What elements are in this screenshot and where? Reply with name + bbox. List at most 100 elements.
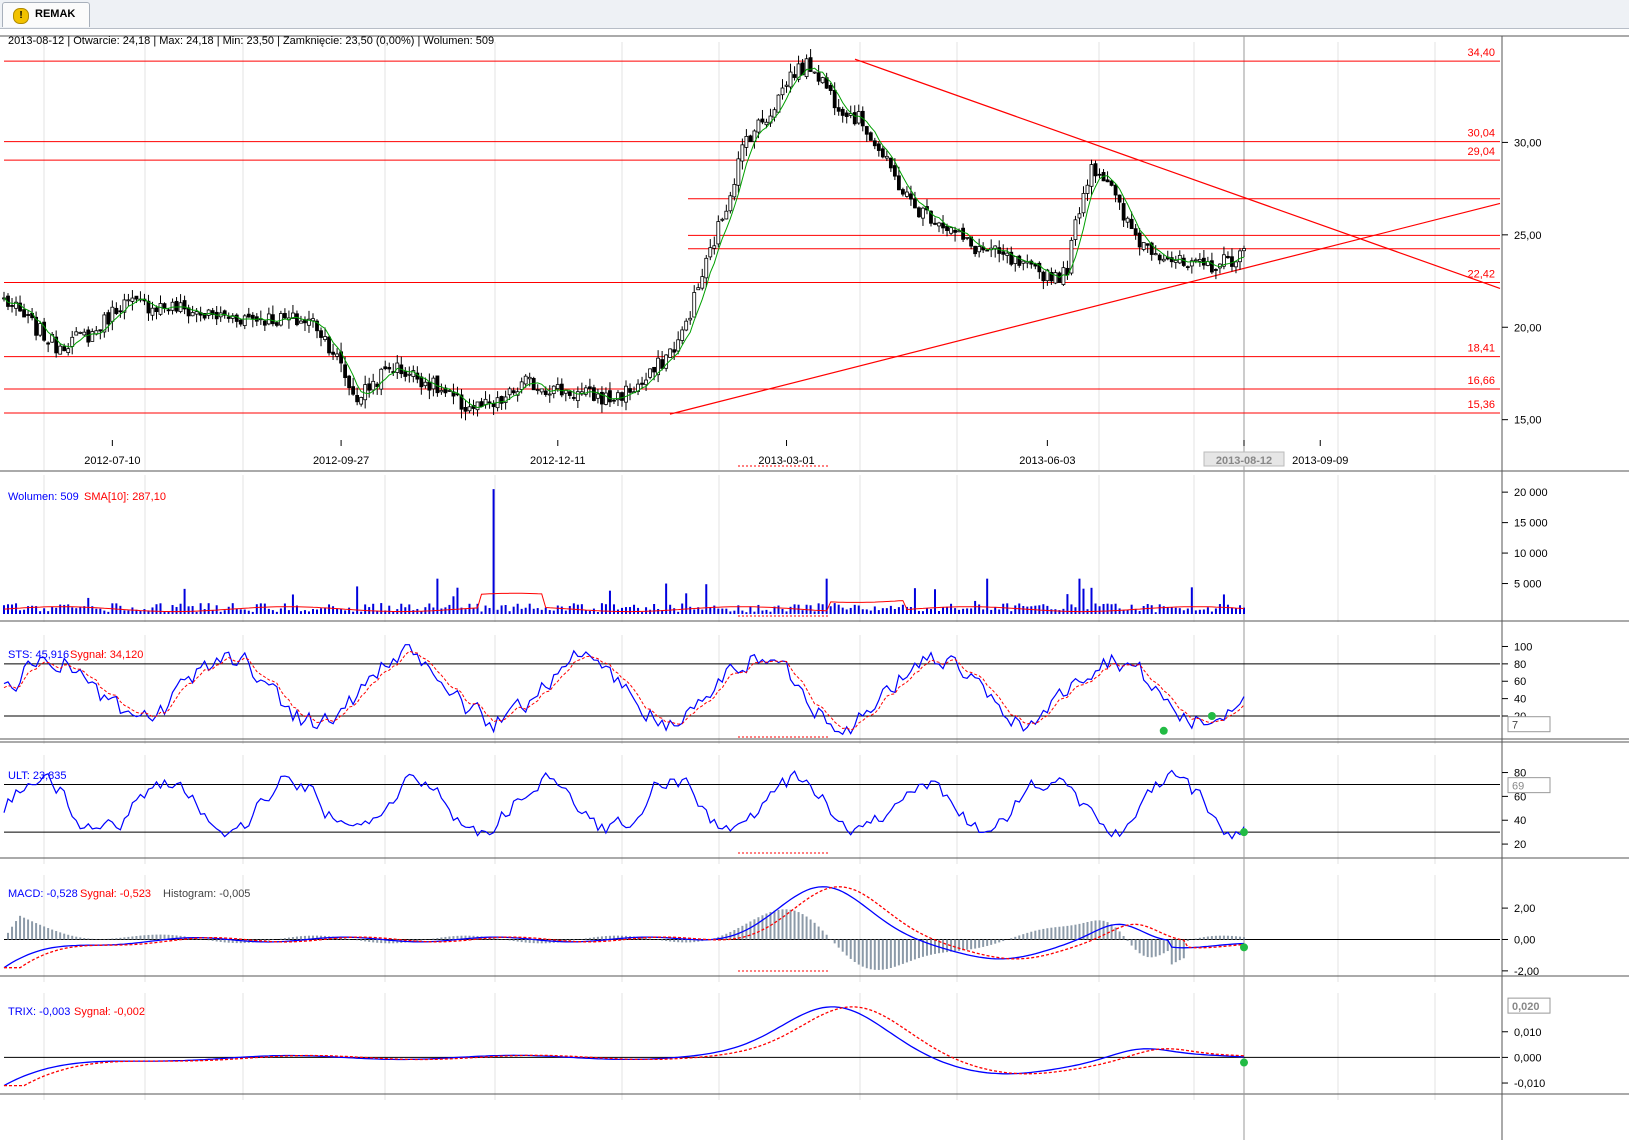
candle-body: [58, 345, 63, 355]
trix-signal-legend: Sygnał: -0,002: [74, 1006, 145, 1018]
candle-body: [359, 397, 364, 405]
candle-body: [917, 207, 921, 218]
candle-body: [158, 303, 163, 315]
candle-body: [174, 300, 179, 312]
candle-body: [700, 276, 705, 289]
candle-body: [443, 387, 448, 394]
candle-body: [122, 299, 127, 313]
candle-body: [608, 390, 612, 403]
tab-bar: ! REMAK: [0, 0, 1629, 29]
axes: 15,00 20,00 25,00 30,00 2012-07-10 2012-09-27…: [84, 137, 1551, 1090]
candle-body: [909, 193, 913, 200]
candle-body: [274, 322, 279, 326]
price-panel[interactable]: 34,40 30,04 29,04 22,42 18,41 16,66 15,36: [2, 47, 1501, 421]
candle-body: [596, 393, 600, 399]
date-label: 2012-12-11: [530, 455, 585, 467]
candle-body: [1234, 261, 1238, 268]
candle-body: [961, 227, 965, 240]
candle-body: [888, 157, 893, 169]
date-label: 2013-09-09: [1292, 455, 1348, 467]
candle-body: [684, 320, 689, 331]
candle-body: [1157, 254, 1162, 261]
candle-body: [993, 245, 998, 250]
candle-body: [1073, 219, 1078, 240]
candle-body: [98, 329, 103, 332]
price-tick-label: 15,00: [1514, 415, 1542, 427]
candle-body: [467, 406, 472, 412]
candle-body: [567, 391, 572, 396]
candle-body: [1121, 203, 1126, 221]
candle-body: [118, 310, 123, 313]
candle-body: [1021, 260, 1026, 264]
candle-body: [760, 118, 765, 123]
candle-body: [1097, 173, 1102, 176]
volume-legend: Wolumen: 509: [8, 491, 79, 503]
tab-label: REMAK: [35, 8, 76, 20]
candle-body: [531, 377, 536, 391]
candle-body: [439, 390, 444, 393]
candle-body: [1117, 194, 1122, 203]
candle-body: [1061, 267, 1066, 285]
candle-body: [664, 354, 669, 369]
price-sma-line: [3, 67, 1245, 409]
candle-body: [1153, 253, 1158, 256]
tab-remak[interactable]: ! REMAK: [2, 2, 90, 27]
candle-body: [852, 112, 857, 125]
candle-body: [371, 380, 376, 391]
candle-body: [315, 320, 319, 332]
candle-body: [756, 119, 761, 133]
candle-body: [150, 307, 155, 316]
candle-body: [291, 312, 295, 319]
candle-body: [82, 331, 87, 336]
candle-body: [162, 303, 167, 309]
candle-body: [355, 395, 360, 403]
price-tick-label: 20,00: [1514, 322, 1542, 334]
candle-body: [876, 143, 881, 151]
candle-body: [832, 89, 837, 109]
candle-body: [435, 375, 440, 394]
candle-body: [22, 309, 26, 318]
candle-body: [716, 221, 721, 245]
candle-body: [620, 392, 624, 401]
sts-panel[interactable]: [3, 644, 1500, 736]
level-label: 15,36: [1467, 399, 1495, 411]
chart-area[interactable]: 34,40 30,04 29,04 22,42 18,41 16,66 15,36 15,0…: [0, 28, 1629, 1140]
candle-body: [836, 107, 841, 112]
candle-body: [945, 225, 949, 232]
cursor-date-box: [1203, 451, 1285, 467]
candle-body: [612, 399, 616, 402]
candle-body: [1181, 257, 1186, 266]
candle-body: [66, 348, 71, 353]
candle-body: [379, 368, 384, 390]
candle-body: [559, 383, 564, 396]
macd-panel[interactable]: [3, 886, 1500, 970]
sts-tick-label: 60: [1514, 676, 1526, 688]
volume-panel[interactable]: [3, 489, 1245, 614]
candle-body: [732, 184, 737, 198]
candle-body: [583, 387, 588, 395]
date-label: 2013-06-03: [1019, 455, 1075, 467]
trix-panel[interactable]: [3, 1006, 1500, 1087]
candle-body: [812, 71, 817, 74]
trix-signal-line: [4, 1006, 1245, 1087]
macd-tick-label: -2,00: [1514, 966, 1539, 978]
candle-body: [941, 222, 945, 229]
candle-body: [90, 331, 95, 342]
candle-body: [335, 353, 339, 357]
candle-body: [563, 389, 568, 394]
candle-body: [266, 313, 271, 325]
ult-legend: ULT: 23,835: [8, 770, 67, 782]
candle-body: [1001, 251, 1006, 255]
ult-panel[interactable]: [3, 769, 1500, 840]
candle-body: [491, 403, 496, 408]
trix-legend: TRIX: -0,003: [8, 1006, 70, 1018]
candle-body: [772, 109, 777, 118]
candle-body: [311, 318, 315, 322]
trix-readout-box: [1507, 997, 1551, 1014]
candle-body: [126, 299, 131, 302]
candle-body: [110, 306, 115, 322]
candle-body: [327, 336, 331, 354]
candle-body: [407, 373, 412, 376]
sts-signal-marker: [1207, 712, 1216, 721]
candle-body: [519, 381, 524, 390]
